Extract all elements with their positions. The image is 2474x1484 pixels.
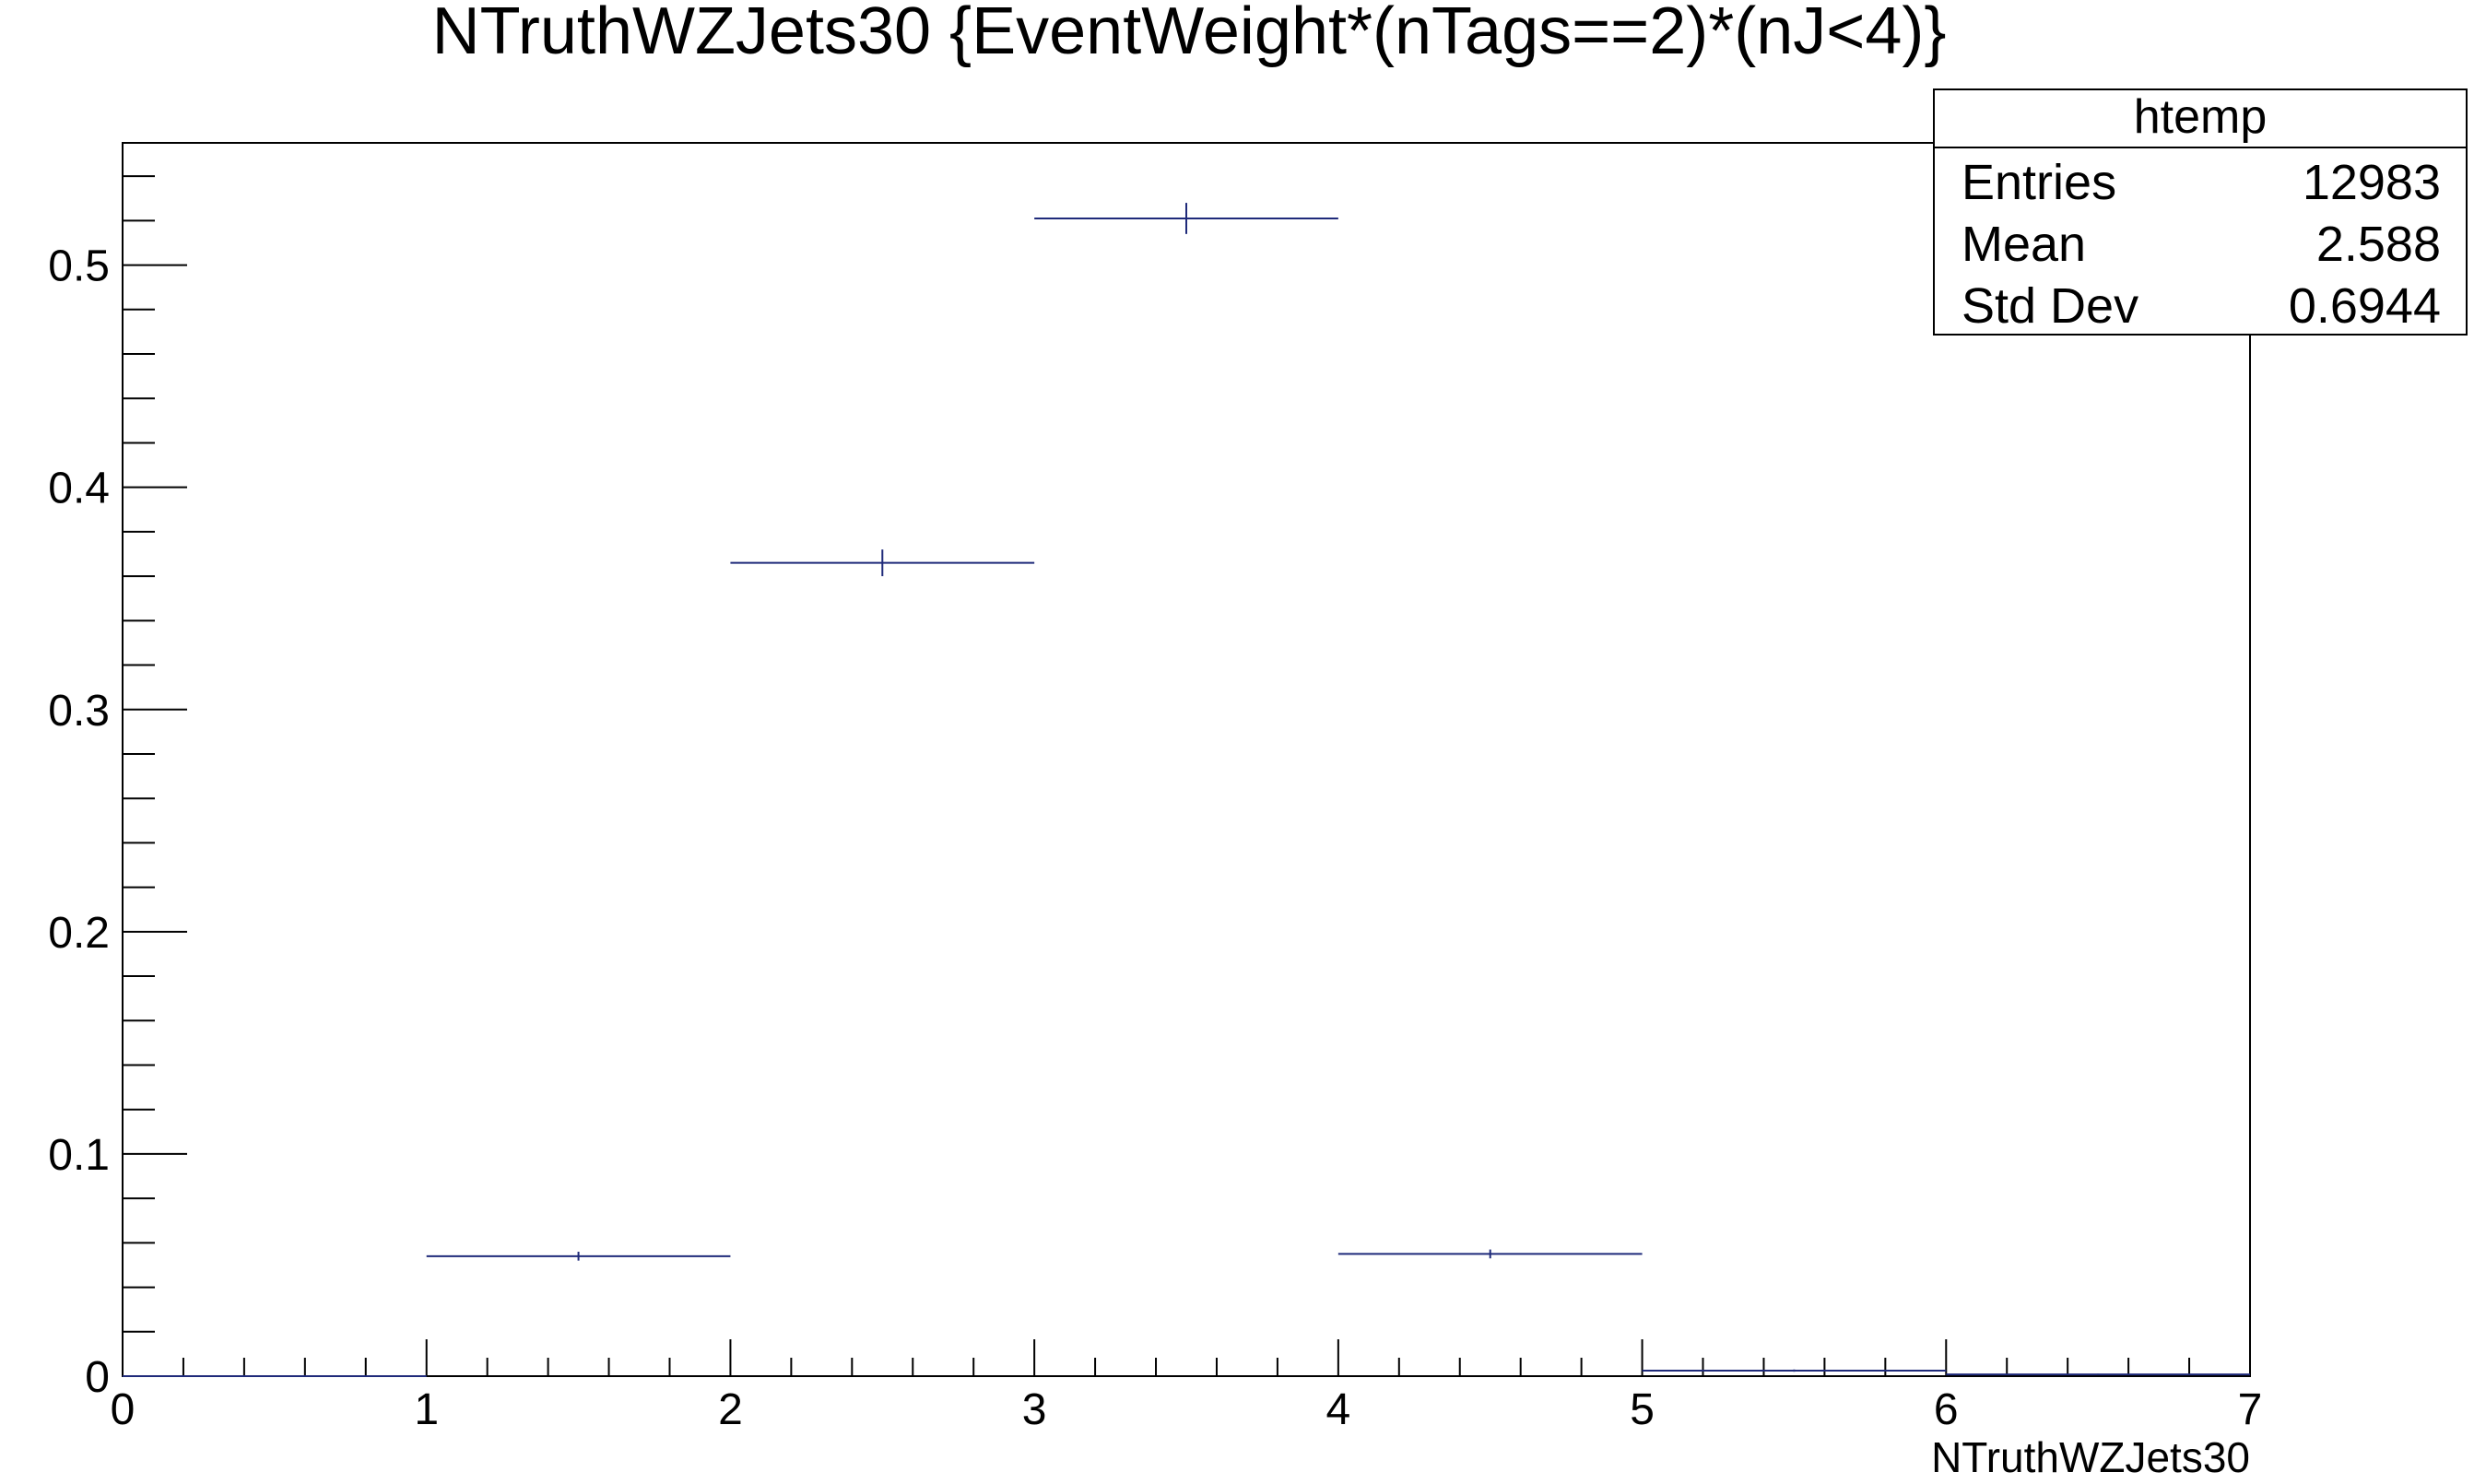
plot-frame <box>122 142 2251 1377</box>
x-tick-label: 2 <box>718 1385 743 1434</box>
x-tick-label: 4 <box>1326 1385 1351 1434</box>
x-tick-label: 3 <box>1022 1385 1047 1434</box>
stats-stddev-label: Std Dev <box>1962 278 2138 334</box>
chart-title: NTruthWZJets30 {EventWeight*(nTags==2)*(… <box>432 0 1947 68</box>
y-tick-label: 0 <box>85 1353 110 1402</box>
stats-mean-label: Mean <box>1962 217 2086 272</box>
y-tick-label: 0.3 <box>48 687 110 736</box>
y-tick-label: 0.5 <box>48 242 110 291</box>
x-tick-label: 7 <box>2238 1385 2263 1434</box>
stats-box: htemp Entries 12983 Mean 2.588 Std Dev 0… <box>1933 88 2468 336</box>
x-axis-label: NTruthWZJets30 <box>1931 1433 2250 1481</box>
y-tick-label: 0.2 <box>48 909 110 958</box>
x-tick-label: 1 <box>414 1385 439 1434</box>
histogram-series <box>123 203 2250 1377</box>
x-tick-label: 5 <box>1630 1385 1655 1434</box>
stats-entries-label: Entries <box>1962 155 2116 210</box>
stats-box-title: htemp <box>2134 90 2268 144</box>
y-axis: 0 0.1 0.2 0.3 0.4 0.5 <box>48 175 187 1402</box>
y-tick-label: 0.4 <box>48 465 110 513</box>
y-tick-label: 0.1 <box>48 1131 110 1180</box>
stats-mean-value: 2.588 <box>2316 217 2441 272</box>
x-tick-label: 6 <box>1934 1385 1959 1434</box>
stats-stddev-value: 0.6944 <box>2289 278 2441 334</box>
x-tick-label: 0 <box>111 1385 135 1434</box>
stats-entries-value: 12983 <box>2303 155 2441 210</box>
x-axis: 0 1 2 3 4 5 6 7 <box>111 1339 2263 1434</box>
